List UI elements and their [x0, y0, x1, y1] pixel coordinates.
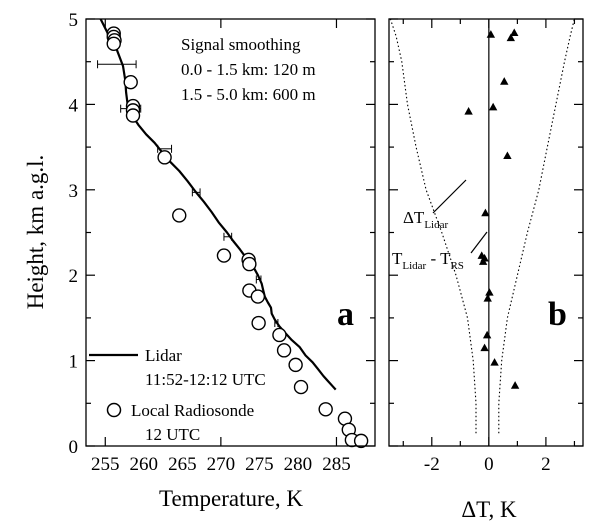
panel-b-ticks: -2 0 2 [389, 18, 583, 475]
radiosonde-point [250, 289, 266, 304]
radiosonde-point [288, 357, 303, 373]
x-tick-label-a: 285 [322, 454, 351, 475]
tdiff-annotation-sub1: Lidar [402, 260, 426, 272]
tdiff-annotation: TLidar - TRS [392, 249, 464, 272]
y-tick-label: 4 [69, 95, 79, 116]
difference-point [506, 33, 516, 42]
y-tick-label: 0 [69, 437, 79, 458]
x-tick-label-b: 0 [484, 454, 494, 475]
x-tick-label-a: 275 [245, 454, 274, 475]
x-axis-label-a: Temperature, K [159, 486, 303, 511]
y-tick-label: 5 [69, 10, 79, 31]
tdiff-annotation-mid: - T [426, 249, 451, 268]
y-tick-label: 3 [69, 181, 79, 202]
panel-b-frame [388, 18, 584, 447]
annotation-line-2: 0.0 - 1.5 km: 120 m [181, 60, 316, 79]
radiosonde-point [157, 150, 172, 165]
difference-point [503, 151, 512, 159]
dt-lidar-annotation: ΔTLidar [403, 208, 448, 231]
difference-point [500, 77, 509, 85]
panel-a-letter: a [337, 296, 354, 333]
dt-lidar-annotation-sub: Lidar [424, 219, 448, 231]
radiosonde-point [125, 108, 141, 123]
y-tick-label: 1 [69, 352, 79, 373]
difference-point [510, 381, 520, 389]
difference-point [488, 102, 498, 111]
x-tick-label-a: 265 [168, 454, 197, 475]
legend-radiosonde-time: 12 UTC [145, 425, 200, 444]
legend-lidar-time: 11:52-12:12 UTC [145, 370, 266, 389]
difference-points [464, 28, 520, 389]
panel-a: 0 1 2 3 4 5 255 260 265 270 275 280 285 a Signal smo… [23, 10, 376, 511]
radiosonde-point [251, 315, 266, 331]
legend-radiosonde-label: Local Radiosonde [131, 401, 254, 420]
legend-circle-marker [106, 402, 122, 418]
x-tick-label-a: 255 [91, 454, 120, 475]
tdiff-annotation-sub2: RS [450, 260, 463, 272]
radiosonde-points [106, 26, 369, 449]
tdiff-annotation-base: T [392, 249, 403, 268]
lidar-error-envelope-right [498, 18, 575, 434]
x-tick-label-b: -2 [424, 454, 440, 475]
difference-point [485, 288, 494, 296]
x-tick-label-a: 270 [207, 454, 236, 475]
y-tick-label: 2 [69, 266, 79, 287]
difference-point [464, 107, 473, 115]
x-tick-label-a: 260 [130, 454, 159, 475]
radiosonde-point [123, 74, 138, 90]
radiosonde-point [242, 256, 257, 272]
radiosonde-point [216, 248, 232, 263]
annotation-line-3: 1.5 - 5.0 km: 600 m [181, 85, 316, 104]
panel-a-ticks: 0 1 2 3 4 5 255 260 265 270 275 280 285 [69, 10, 375, 475]
x-axis-label-b: ΔT, K [461, 497, 517, 521]
legend-lidar-label: Lidar [145, 346, 182, 365]
annotation-line-1: Signal smoothing [181, 35, 301, 54]
radiosonde-point [293, 379, 309, 395]
difference-point [483, 294, 492, 302]
panel-b: -2 0 2 b ΔTLidar TLidar - TRS ΔT, K [388, 18, 584, 521]
x-tick-label-a: 280 [284, 454, 313, 475]
radiosonde-point [172, 208, 187, 223]
radiosonde-point [353, 433, 369, 449]
tdiff-leader [470, 231, 488, 254]
dt-lidar-leader [432, 179, 467, 214]
radiosonde-point [106, 36, 121, 51]
radiosonde-point [272, 327, 287, 343]
difference-point [510, 28, 519, 37]
difference-point [486, 30, 496, 38]
panel-a-frame [85, 18, 376, 447]
radiosonde-point [318, 402, 333, 417]
error-bar [97, 60, 137, 69]
difference-point [481, 208, 490, 217]
panel-b-letter: b [548, 296, 567, 333]
y-axis-label: Height, km a.g.l. [23, 155, 48, 310]
lidar-error-envelope-left [389, 18, 477, 434]
dt-lidar-annotation-base: ΔT [403, 208, 425, 227]
difference-point [482, 330, 492, 339]
difference-point [480, 343, 489, 352]
x-tick-label-b: 2 [541, 454, 551, 475]
difference-point [490, 358, 499, 366]
difference-point [478, 257, 488, 265]
radiosonde-point [276, 343, 292, 358]
